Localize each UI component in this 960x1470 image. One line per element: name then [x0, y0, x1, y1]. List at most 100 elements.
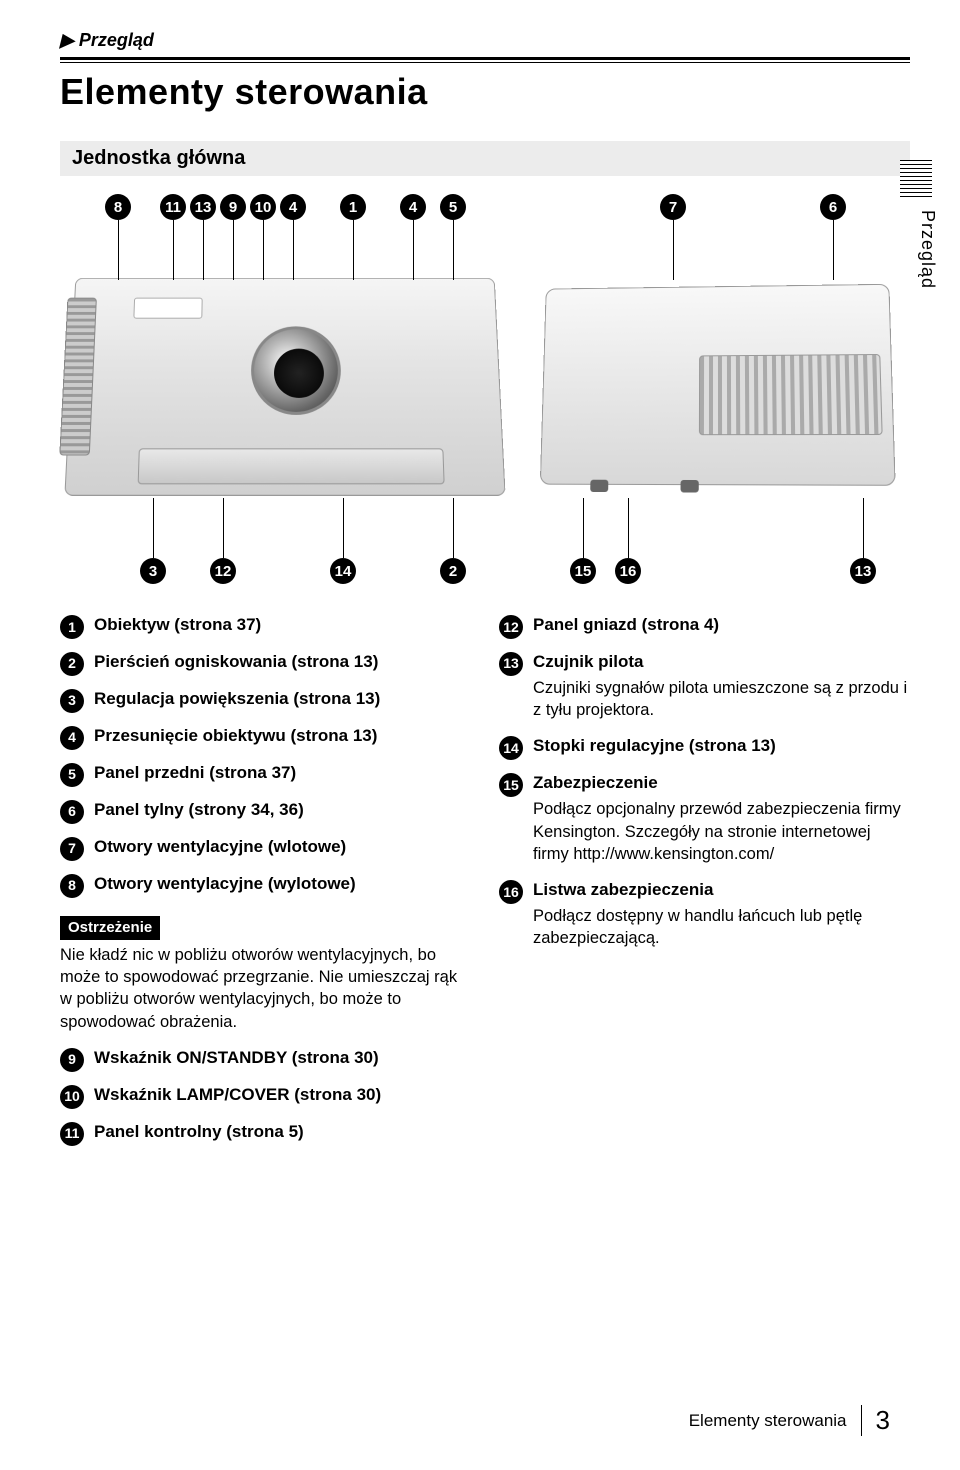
- list-item: 10 Wskaźnik LAMP/COVER (strona 30): [60, 1084, 471, 1107]
- foot-illustration: [590, 480, 608, 492]
- breadcrumb: ▶ Przegląd: [60, 30, 910, 51]
- callout-bubble: 2: [440, 558, 466, 584]
- item-label: Panel gniazd (strona 4): [533, 615, 719, 634]
- item-label: Panel tylny (strony 34, 36): [94, 800, 304, 819]
- breadcrumb-marker: ▶: [60, 30, 74, 50]
- callout-bubble: 1: [340, 194, 366, 220]
- right-column: 12 Panel gniazd (strona 4) 13Czujnik pilot…: [499, 614, 910, 1158]
- left-column: 1 Obiektyw (strona 37) 2 Pierścień ogniskow…: [60, 614, 471, 1158]
- list-item: 15ZabezpieczeniePodłącz opcjonalny przew…: [499, 772, 910, 865]
- item-number-badge: 1: [60, 615, 84, 639]
- item-number-badge: 11: [60, 1122, 84, 1146]
- list-item: 8Otwory wentylacyjne (wylotowe): [60, 873, 471, 896]
- callout-line: [628, 498, 629, 558]
- lens-illustration: [251, 326, 342, 415]
- callout-line: [293, 220, 294, 280]
- callout-bubble: 4: [280, 194, 306, 220]
- list-item: 14 Stopki regulacyjne (strona 13): [499, 735, 910, 758]
- item-label: Obiektyw (strona 37): [94, 615, 261, 634]
- warning-text: Nie kładź nic w pobliżu otworów wentylac…: [60, 944, 471, 1033]
- item-description: Czujniki sygnałów pilota umieszczone są …: [533, 677, 910, 722]
- list-item: 9Wskaźnik ON/STANDBY (strona 30): [60, 1047, 471, 1070]
- item-number-badge: 5: [60, 763, 84, 787]
- list-item: 1 Obiektyw (strona 37): [60, 614, 471, 637]
- item-label: Stopki regulacyjne (strona 13): [533, 736, 776, 755]
- callout-line: [413, 220, 414, 280]
- item-number-badge: 16: [499, 880, 523, 904]
- callout-line: [833, 220, 834, 280]
- diagram-area: 81113910414576312142151613: [60, 194, 910, 584]
- item-label: Przesunięcie obiektywu (strona 13): [94, 726, 377, 745]
- callout-bubble: 8: [105, 194, 131, 220]
- item-label: Otwory wentylacyjne (wlotowe): [94, 837, 346, 856]
- list-item: 6 Panel tylny (strony 34, 36): [60, 799, 471, 822]
- rule-heavy: [60, 57, 910, 60]
- callout-line: [203, 220, 204, 280]
- callout-bubble: 9: [220, 194, 246, 220]
- page-title: Elementy sterowania: [60, 71, 910, 113]
- item-number-badge: 8: [60, 874, 84, 898]
- callout-bubble: 5: [440, 194, 466, 220]
- list-item: 3 Regulacja powiększenia (strona 13): [60, 688, 471, 711]
- callout-line: [673, 220, 674, 280]
- callout-line: [263, 220, 264, 280]
- item-number-badge: 10: [60, 1085, 84, 1109]
- callout-bubble: 14: [330, 558, 356, 584]
- callout-line: [343, 498, 344, 558]
- callout-bubble: 6: [820, 194, 846, 220]
- item-number-badge: 15: [499, 773, 523, 797]
- callout-bubble: 13: [190, 194, 216, 220]
- content-columns: 1 Obiektyw (strona 37) 2 Pierścień ogniskow…: [60, 614, 910, 1158]
- callout-bubble: 13: [850, 558, 876, 584]
- callout-bubble: 12: [210, 558, 236, 584]
- footer: Elementy sterowania 3: [689, 1405, 890, 1436]
- list-item: 11 Panel kontrolny (strona 5): [60, 1121, 471, 1144]
- callout-line: [453, 220, 454, 280]
- callout-line: [153, 498, 154, 558]
- item-label: Listwa zabezpieczenia: [533, 880, 713, 899]
- list-item: 5 Panel przedni (strona 37): [60, 762, 471, 785]
- warning-badge: Ostrzeżenie: [60, 916, 160, 940]
- item-number-badge: 9: [60, 1048, 84, 1072]
- page-number: 3: [861, 1405, 890, 1436]
- item-number-badge: 12: [499, 615, 523, 639]
- item-label: Zabezpieczenie: [533, 773, 658, 792]
- item-label: Pierścień ogniskowania (strona 13): [94, 652, 378, 671]
- callout-bubble: 11: [160, 194, 186, 220]
- callout-line: [173, 220, 174, 280]
- footer-text: Elementy sterowania: [689, 1411, 847, 1431]
- callout-bubble: 16: [615, 558, 641, 584]
- item-label: Wskaźnik LAMP/COVER (strona 30): [94, 1085, 381, 1104]
- list-item: 2 Pierścień ogniskowania (strona 13): [60, 651, 471, 674]
- item-number-badge: 14: [499, 736, 523, 760]
- list-item: 13Czujnik pilotaCzujniki sygnałów pilota…: [499, 651, 910, 721]
- callout-line: [118, 220, 119, 280]
- callout-line: [233, 220, 234, 280]
- callout-line: [863, 498, 864, 558]
- projector-rear-illustration: [540, 284, 896, 486]
- item-number-badge: 6: [60, 800, 84, 824]
- item-label: Panel przedni (strona 37): [94, 763, 296, 782]
- callout-bubble: 7: [660, 194, 686, 220]
- item-label: Panel kontrolny (strona 5): [94, 1122, 304, 1141]
- callout-bubble: 4: [400, 194, 426, 220]
- callout-bubble: 10: [250, 194, 276, 220]
- callout-bubble: 15: [570, 558, 596, 584]
- callout-line: [583, 498, 584, 558]
- item-number-badge: 3: [60, 689, 84, 713]
- vent-illustration: [699, 354, 883, 435]
- item-description: Podłącz dostępny w handlu łańcuch lub pę…: [533, 905, 910, 950]
- side-tab: Przegląd: [917, 210, 938, 289]
- breadcrumb-text: Przegląd: [79, 30, 154, 50]
- callout-bubble: 3: [140, 558, 166, 584]
- list-item: 7Otwory wentylacyjne (wlotowe): [60, 836, 471, 859]
- callout-line: [353, 220, 354, 280]
- projector-front-illustration: [64, 278, 505, 496]
- callout-line: [223, 498, 224, 558]
- panel-illustration: [133, 298, 202, 319]
- list-item: 16 Listwa zabezpieczenia Podłącz dostępny …: [499, 879, 910, 949]
- item-label: Regulacja powiększenia (strona 13): [94, 689, 380, 708]
- section-subtitle: Jednostka główna: [60, 141, 910, 176]
- item-number-badge: 2: [60, 652, 84, 676]
- vent-illustration: [59, 298, 97, 456]
